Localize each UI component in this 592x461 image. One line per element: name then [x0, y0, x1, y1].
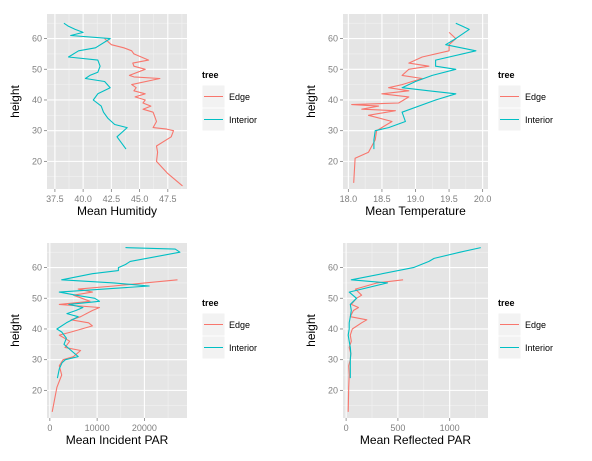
chart-panel-4: 0 500 1000 20 30 40 50 60 Mean Reflected PAR heig…	[304, 243, 553, 447]
x-axis-title: Mean Temperature	[365, 204, 466, 218]
y-tick-label: 30	[328, 355, 338, 365]
legend-title: tree	[498, 298, 515, 308]
y-tick-label: 60	[328, 34, 338, 44]
y-tick-label: 20	[32, 385, 42, 395]
legend-label: Edge	[229, 92, 250, 102]
x-tick-label: 20000	[132, 423, 157, 433]
x-tick-label: 0	[47, 423, 52, 433]
x-axis-title: Mean Incident PAR	[66, 433, 169, 447]
legend: tree Edge Interior	[497, 70, 553, 132]
y-tick-label: 50	[328, 293, 338, 303]
x-tick-label: 10000	[85, 423, 110, 433]
y-axis-title: height	[8, 84, 22, 117]
x-tick-label: 42.5	[103, 194, 121, 204]
x-tick-label: 18.0	[340, 194, 358, 204]
series-line-edge	[51, 279, 178, 413]
x-tick-label: 18.5	[373, 194, 391, 204]
y-tick-label: 40	[32, 324, 42, 334]
legend-title: tree	[498, 70, 515, 80]
x-tick-label: 37.5	[46, 194, 64, 204]
series-line-interior	[63, 22, 128, 150]
legend-label: Interior	[525, 115, 553, 125]
y-tick-label: 40	[328, 95, 338, 105]
series-line-edge	[347, 279, 404, 412]
plot-background	[47, 14, 187, 189]
legend-title: tree	[202, 70, 219, 80]
chart-panel-2: 18.0 18.5 19.0 19.5 20.0 20 30 40 50 60 Mean Tempe…	[304, 14, 553, 218]
series-line-edge	[351, 31, 457, 183]
chart-panel-1: 37.5 40.0 42.5 45.0 47.5 20 30 40 50 60 Mean Humit…	[8, 14, 257, 218]
series-line-interior	[373, 22, 477, 150]
chart-panel-3: 0 10000 20000 20 30 40 50 60 Mean Incident PAR he…	[8, 243, 257, 447]
x-tick-label: 500	[390, 423, 405, 433]
series-line-interior	[347, 247, 481, 379]
legend: tree Edge Interior	[201, 298, 257, 360]
y-tick-label: 40	[328, 324, 338, 334]
y-tick-label: 30	[328, 126, 338, 136]
y-axis-title: height	[8, 313, 22, 346]
legend: tree Edge Interior	[201, 70, 257, 132]
y-tick-label: 40	[32, 95, 42, 105]
plot-background	[343, 243, 488, 418]
x-tick-label: 45.0	[131, 194, 149, 204]
y-tick-label: 50	[32, 293, 42, 303]
legend-label: Edge	[525, 320, 546, 330]
y-tick-label: 20	[328, 156, 338, 166]
x-axis-title: Mean Humitidy	[77, 204, 157, 218]
legend: tree Edge Interior	[497, 298, 553, 360]
x-axis-title: Mean Reflected PAR	[360, 433, 471, 447]
legend-label: Interior	[525, 343, 553, 353]
y-tick-label: 30	[32, 126, 42, 136]
x-tick-label: 47.5	[159, 194, 177, 204]
y-tick-label: 30	[32, 355, 42, 365]
series-line-interior	[56, 247, 181, 379]
x-tick-label: 0	[344, 423, 349, 433]
plot-background	[47, 243, 187, 418]
legend-title: tree	[202, 298, 219, 308]
x-tick-label: 19.0	[407, 194, 425, 204]
y-tick-label: 60	[32, 34, 42, 44]
y-tick-label: 20	[32, 156, 42, 166]
x-tick-label: 20.0	[474, 194, 492, 204]
legend-label: Interior	[229, 115, 257, 125]
legend-label: Interior	[229, 343, 257, 353]
y-tick-label: 20	[328, 385, 338, 395]
x-tick-label: 19.5	[440, 194, 458, 204]
y-tick-label: 60	[32, 263, 42, 273]
x-tick-label: 1000	[440, 423, 460, 433]
y-tick-label: 60	[328, 263, 338, 273]
legend-label: Edge	[525, 92, 546, 102]
legend-label: Edge	[229, 320, 250, 330]
x-tick-label: 40.0	[74, 194, 92, 204]
y-axis-title: height	[304, 84, 318, 117]
y-tick-label: 50	[328, 64, 338, 74]
series-line-edge	[104, 38, 183, 187]
y-tick-label: 50	[32, 64, 42, 74]
y-axis-title: height	[304, 313, 318, 346]
